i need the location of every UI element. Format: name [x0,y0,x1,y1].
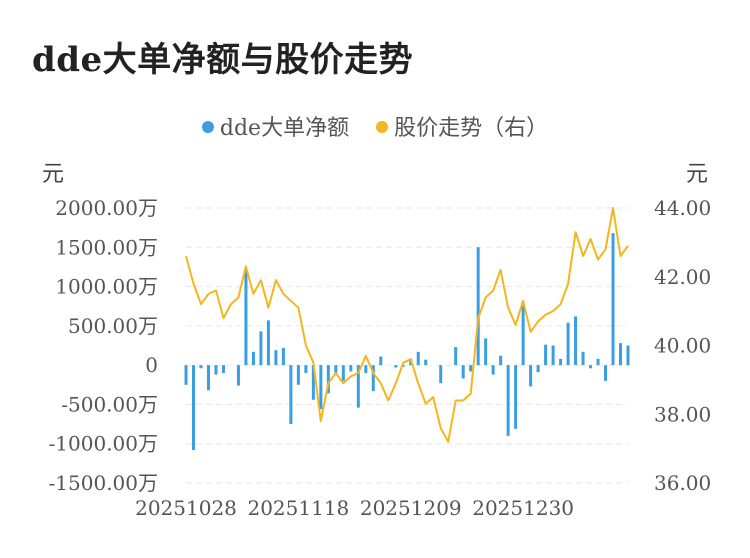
chart-title: dde大单净额与股价走势 [32,40,414,80]
dde-bar [281,347,285,366]
dde-bar [184,365,188,385]
dde-bar [251,351,255,366]
dde-bar [401,365,405,367]
price-line [185,207,629,443]
dde-bar [559,358,563,366]
y-right-tick-label: 36.00 [654,471,711,495]
dde-bar [424,359,428,366]
dde-bar [274,350,278,366]
dde-bar [311,365,315,400]
legend-label-dde: dde大单净额 [219,116,350,141]
dde-bar [304,365,308,373]
dde-bar [259,331,263,366]
dde-bar [416,351,420,366]
legend-item-dde[interactable]: dde大单净额 [201,110,350,142]
dde-bar [266,320,270,366]
dde-bar [544,344,548,366]
x-tick-label: 20251209 [360,496,462,520]
dde-bar [191,365,195,450]
dde-bar [199,365,203,369]
dde-bar [244,268,248,366]
dde-bar [484,338,488,366]
dde-bar [619,343,623,366]
dde-bar [491,365,495,375]
dde-bar [529,365,533,387]
dde-bar [349,365,353,372]
y-left-tick-label: -500.00万 [61,392,158,416]
y-left-tick-label: 1500.00万 [55,235,158,259]
y-right-tick-label: 38.00 [654,402,711,426]
dde-bar [364,365,368,373]
dde-bar [551,345,555,366]
dde-bar [454,347,458,366]
dde-bar [214,365,218,375]
dde-bar [506,365,510,436]
dde-bar [476,247,480,366]
legend-dot-price [376,121,389,133]
x-tick-label: 20251118 [247,496,349,520]
dde-bar [334,365,338,373]
dde-bar [296,365,300,385]
dde-bar [461,365,465,379]
dde-bar [206,365,210,391]
dde-bar [326,365,330,394]
dde-bar [566,322,570,366]
dde-bar [514,365,518,429]
y-right-tick-label: 44.00 [654,196,711,220]
y-left-tick-label: 2000.00万 [55,196,158,220]
dde-bar [611,233,615,366]
y-left-tick-label: -1000.00万 [49,432,158,456]
dde-bar [604,365,608,381]
dde-bar [581,351,585,366]
chart-legend: dde大单净额 股价走势（右） [0,110,750,142]
y-right-tick-label: 40.00 [654,334,711,358]
y-left-tick-label: 500.00万 [68,314,158,338]
left-axis-unit: 元 [42,162,65,187]
dde-bar [371,365,375,392]
y-left-tick-label: 0 [145,353,158,377]
y-left-tick-label: -1500.00万 [49,471,158,495]
y-right-tick-label: 42.00 [654,265,711,289]
dde-bar [236,365,240,386]
dde-bar [341,365,345,381]
x-tick-label: 20251230 [472,496,574,520]
dde-bar [439,365,443,384]
dde-bar [221,365,225,373]
y-left-tick-label: 1000.00万 [55,275,158,299]
dde-bar [521,305,525,366]
dde-bar [589,365,593,369]
dde-bar [596,358,600,366]
legend-item-price[interactable]: 股价走势（右） [376,110,548,142]
x-tick-label: 20251028 [135,496,237,520]
dde-bar [469,365,473,372]
legend-dot-dde [201,121,214,133]
dde-bar [289,365,293,425]
dde-bar [356,365,360,408]
dde-bar [394,365,398,368]
dde-bar [499,355,503,366]
dde-bar [626,345,630,366]
dde-bar [379,356,383,366]
dde-bar [319,365,323,410]
right-axis-unit: 元 [685,162,708,187]
dde-bar [536,365,540,373]
dde-bar [574,316,578,366]
legend-label-price: 股价走势（右） [394,116,549,141]
